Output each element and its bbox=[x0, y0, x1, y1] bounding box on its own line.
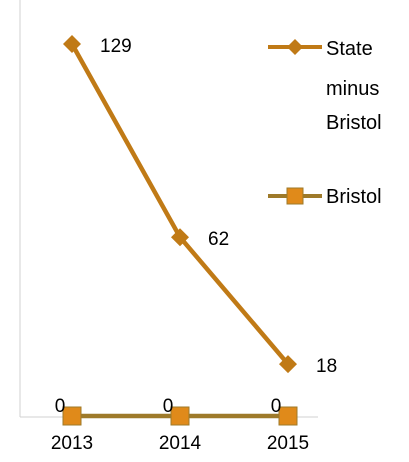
legend-label-line-3: Bristol bbox=[326, 112, 382, 134]
x-tick-label: 2013 bbox=[51, 433, 93, 454]
series-layer: 0 0 0 129 62 18 bbox=[55, 35, 337, 426]
legend-label-bristol: Bristol bbox=[326, 186, 382, 208]
data-point-square bbox=[170, 406, 190, 426]
data-label: 129 bbox=[100, 36, 132, 57]
data-point-square bbox=[62, 406, 82, 426]
series-0: 129 62 18 bbox=[63, 35, 337, 377]
data-label: 0 bbox=[55, 396, 66, 417]
data-point-diamond bbox=[279, 355, 297, 374]
x-tick-label: 2015 bbox=[267, 433, 309, 454]
data-label: 18 bbox=[316, 356, 337, 377]
data-point-diamond bbox=[171, 228, 189, 247]
legend-square-marker bbox=[286, 187, 304, 205]
legend-label-line-2: minus bbox=[326, 78, 379, 100]
legend-diamond-marker bbox=[287, 39, 303, 55]
x-tick-label: 2014 bbox=[159, 433, 202, 454]
data-label: 62 bbox=[208, 229, 229, 250]
series-1: 0 0 0 bbox=[55, 396, 298, 426]
series-line-0 bbox=[70, 42, 290, 366]
data-label: 0 bbox=[271, 396, 282, 417]
x-tick-labels: 2013 2014 2015 bbox=[51, 433, 309, 454]
legend: State minus Bristol Bristol bbox=[268, 38, 382, 208]
legend-item-bristol: Bristol bbox=[268, 186, 382, 208]
data-label: 0 bbox=[163, 396, 174, 417]
legend-label-line-1: State bbox=[326, 38, 373, 60]
data-point-square bbox=[278, 406, 298, 426]
data-point-diamond bbox=[63, 35, 81, 53]
legend-item-state-minus-bristol: State minus Bristol bbox=[268, 38, 382, 134]
